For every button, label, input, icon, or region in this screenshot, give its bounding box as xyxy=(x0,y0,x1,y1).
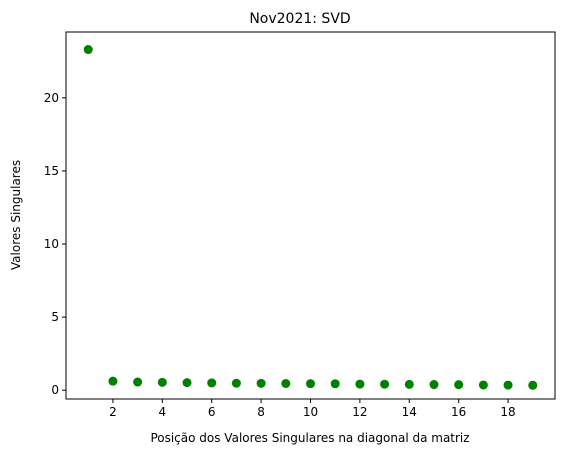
x-tick-label: 12 xyxy=(352,405,367,419)
y-axis-label: Valores Singulares xyxy=(9,160,23,270)
data-point xyxy=(182,378,192,388)
x-axis: 2 4 6 8 10 12 14 16 18 xyxy=(109,399,516,419)
data-point xyxy=(528,380,538,390)
data-point xyxy=(83,45,93,55)
x-tick-label: 8 xyxy=(257,405,265,419)
data-point xyxy=(306,379,315,389)
data-point xyxy=(380,379,390,389)
plot-frame xyxy=(65,31,556,400)
data-point xyxy=(256,378,266,388)
x-tick-label: 16 xyxy=(451,405,466,419)
x-tick-label: 10 xyxy=(303,405,318,419)
data-point xyxy=(503,380,513,390)
data-point xyxy=(454,380,464,390)
y-tick-label: 0 xyxy=(51,383,59,397)
chart-title: Nov2021: SVD xyxy=(249,11,350,27)
data-point xyxy=(133,377,143,387)
x-tick-label: 6 xyxy=(208,405,216,419)
x-tick-label: 14 xyxy=(402,405,417,419)
data-point xyxy=(281,379,291,389)
data-point xyxy=(429,380,439,390)
data-point xyxy=(108,376,118,386)
data-point xyxy=(355,379,365,389)
y-tick-label: 20 xyxy=(44,91,59,105)
y-tick-label: 5 xyxy=(51,310,59,324)
y-axis: 0 5 10 15 20 xyxy=(44,91,66,397)
data-point xyxy=(157,377,167,387)
data-points xyxy=(83,45,538,390)
x-tick-label: 18 xyxy=(500,405,515,419)
x-tick-label: 2 xyxy=(109,405,117,419)
data-point xyxy=(207,378,217,388)
data-point xyxy=(231,378,241,388)
data-point xyxy=(404,379,414,389)
y-tick-label: 15 xyxy=(44,164,59,178)
data-point xyxy=(330,379,340,389)
y-tick-label: 10 xyxy=(44,237,59,251)
x-axis-label: Posição dos Valores Singulares na diagon… xyxy=(150,431,469,445)
x-tick-label: 4 xyxy=(158,405,166,419)
data-point xyxy=(478,380,488,390)
